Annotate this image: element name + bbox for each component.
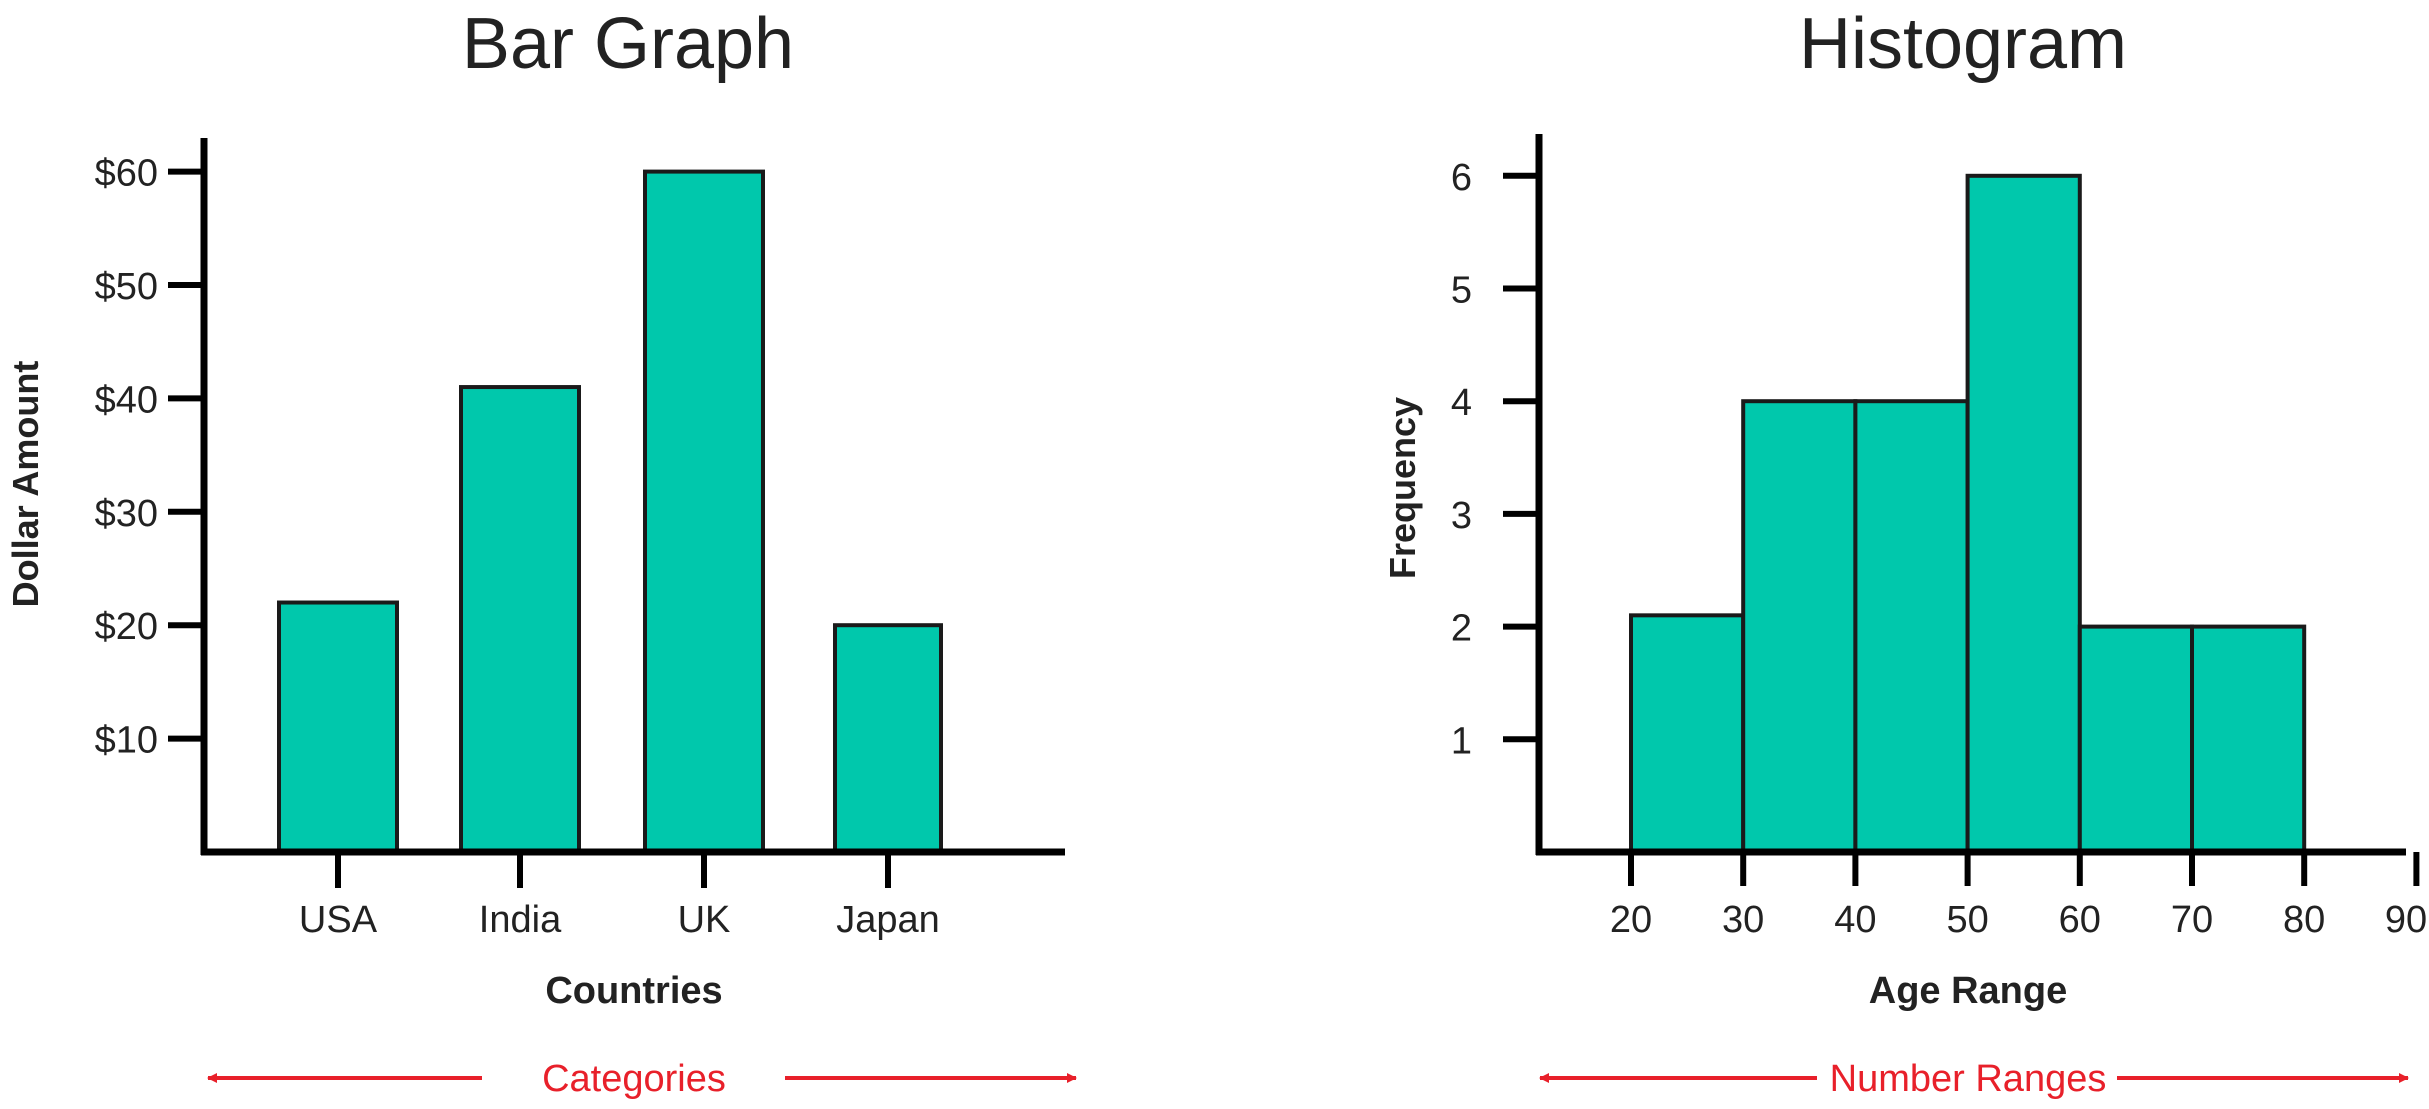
histogram-bars xyxy=(1629,173,2307,855)
bar-graph-y-ticks: $10 $20 $30 $40 $50 $60 xyxy=(95,153,204,762)
x-tick-label: 40 xyxy=(1834,899,1876,941)
histogram-title: Histogram xyxy=(1799,4,2127,84)
histogram-bin-50-60 xyxy=(1965,173,2082,855)
y-tick-label: 6 xyxy=(1451,157,1472,199)
bar-japan xyxy=(833,623,943,855)
number-ranges-annotation: Number Ranges xyxy=(1539,1058,2409,1100)
x-tick-label: 70 xyxy=(2171,899,2213,941)
y-tick-label: 5 xyxy=(1451,270,1472,312)
bar-graph-x-axis-label: Countries xyxy=(545,970,722,1012)
histogram-bin-20-30 xyxy=(1629,613,1746,855)
bar-graph-chart: Bar Graph $10 $20 $30 $40 $50 $60 USA India UK J… xyxy=(5,4,1077,1100)
y-tick-label: 1 xyxy=(1451,720,1472,762)
x-tick-label: 50 xyxy=(1946,899,1988,941)
x-tick-label: 60 xyxy=(2059,899,2101,941)
bar-india xyxy=(459,385,581,854)
y-tick-label: $40 xyxy=(95,379,158,421)
histogram-y-axis-label: Frequency xyxy=(1382,397,1423,579)
bar-graph-bars xyxy=(277,169,943,855)
bar-graph-title: Bar Graph xyxy=(462,4,794,84)
x-tick-label: 80 xyxy=(2283,899,2325,941)
histogram-bin-40-50 xyxy=(1853,399,1970,854)
x-tick-label: India xyxy=(479,899,562,941)
x-tick-label: 30 xyxy=(1722,899,1764,941)
histogram-bin-70-80 xyxy=(2190,624,2307,854)
x-tick-label: USA xyxy=(299,899,378,941)
bar-usa xyxy=(277,600,399,855)
y-tick-label: $10 xyxy=(95,720,158,762)
histogram-x-ticks: 20 30 40 50 60 70 80 90 xyxy=(1610,852,2427,941)
y-tick-label: 4 xyxy=(1451,382,1472,424)
bar-uk xyxy=(643,169,765,855)
x-tick-label: Japan xyxy=(836,899,940,941)
histogram-chart: Histogram 1 2 3 4 5 6 20 30 40 50 60 70 80 90 Freque… xyxy=(1382,4,2427,1100)
y-tick-label: 2 xyxy=(1451,608,1472,650)
categories-annotation: Categories xyxy=(207,1058,1077,1100)
number-ranges-annotation-label: Number Ranges xyxy=(1830,1058,2107,1100)
y-tick-label: $60 xyxy=(95,153,158,195)
histogram-x-axis-label: Age Range xyxy=(1869,970,2067,1012)
y-tick-label: $30 xyxy=(95,493,158,535)
y-tick-label: 3 xyxy=(1451,495,1472,537)
bar-graph-x-ticks: USA India UK Japan xyxy=(299,852,940,941)
histogram-y-ticks: 1 2 3 4 5 6 xyxy=(1451,157,1539,762)
categories-annotation-label: Categories xyxy=(542,1058,726,1100)
y-tick-label: $20 xyxy=(95,606,158,648)
histogram-bin-60-70 xyxy=(2077,624,2195,854)
y-tick-label: $50 xyxy=(95,266,158,308)
x-tick-label: 20 xyxy=(1610,899,1652,941)
x-tick-label: UK xyxy=(678,899,731,941)
bar-graph-y-axis-label: Dollar Amount xyxy=(5,361,46,608)
histogram-bin-30-40 xyxy=(1741,399,1858,854)
x-tick-label: 90 xyxy=(2385,899,2427,941)
